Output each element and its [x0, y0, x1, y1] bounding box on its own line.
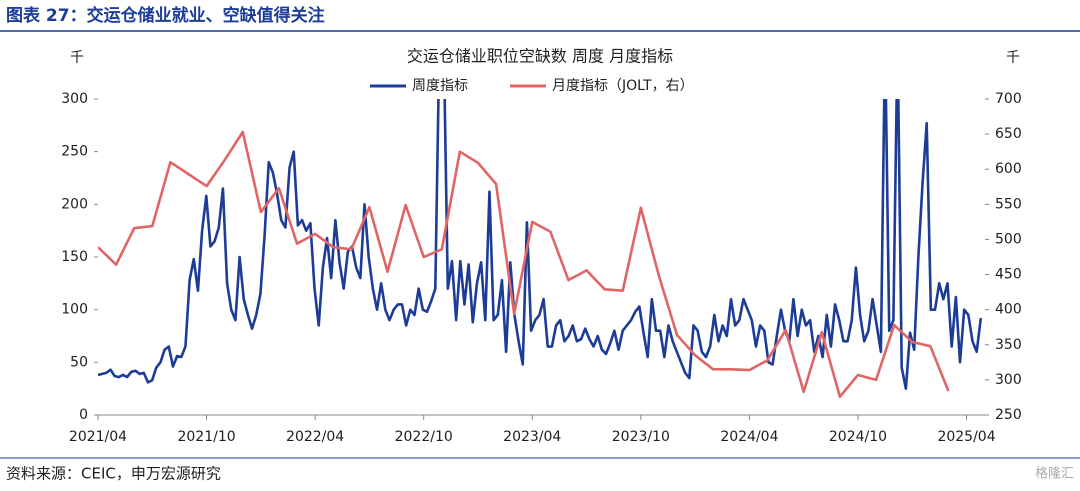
x-tick-label: 2022/10	[395, 429, 453, 445]
y2-tick-label: 600	[995, 161, 1022, 177]
watermark: 格隆汇	[1035, 466, 1074, 482]
legend-label: 周度指标	[412, 78, 468, 94]
y-tick-label: 300	[61, 91, 88, 107]
chart-title: 交运仓储业职位空缺数 周度 月度指标	[407, 47, 673, 66]
y2-tick-label: 500	[995, 231, 1022, 247]
y2-tick-label: 650	[995, 126, 1022, 142]
y2-tick-label: 300	[995, 372, 1022, 388]
figure-title: 图表 27：交运仓储业就业、空缺值得关注	[6, 5, 325, 26]
y2-tick-label: 250	[995, 407, 1022, 423]
y-tick-label: 200	[61, 196, 88, 212]
plot-area	[98, 99, 983, 399]
y-tick-label: 0	[79, 407, 88, 423]
x-tick-label: 2021/04	[69, 429, 127, 445]
x-tick-label: 2023/04	[503, 429, 561, 445]
x-tick-label: 2022/04	[286, 429, 344, 445]
y-tick-label: 100	[61, 302, 88, 318]
y-tick-label: 150	[61, 249, 88, 265]
x-tick-label: 2021/10	[177, 429, 235, 445]
series-line	[98, 99, 983, 390]
x-tick-label: 2025/04	[937, 429, 995, 445]
y-unit: 千	[70, 50, 84, 66]
y-tick-label: 250	[61, 144, 88, 160]
y2-unit: 千	[1006, 50, 1020, 66]
y-tick-label: 50	[70, 354, 88, 370]
y2-tick-label: 350	[995, 337, 1022, 353]
x-tick-label: 2024/04	[720, 429, 778, 445]
y2-tick-label: 700	[995, 91, 1022, 107]
y2-tick-label: 550	[995, 196, 1022, 212]
y2-tick-label: 400	[995, 302, 1022, 318]
y2-tick-label: 450	[995, 267, 1022, 283]
series-line	[98, 130, 950, 399]
x-tick-label: 2023/10	[612, 429, 670, 445]
legend-label: 月度指标（JOLT，右）	[552, 78, 694, 94]
source: 资料来源：CEIC，申万宏源研究	[6, 465, 221, 483]
x-tick-label: 2024/10	[829, 429, 887, 445]
